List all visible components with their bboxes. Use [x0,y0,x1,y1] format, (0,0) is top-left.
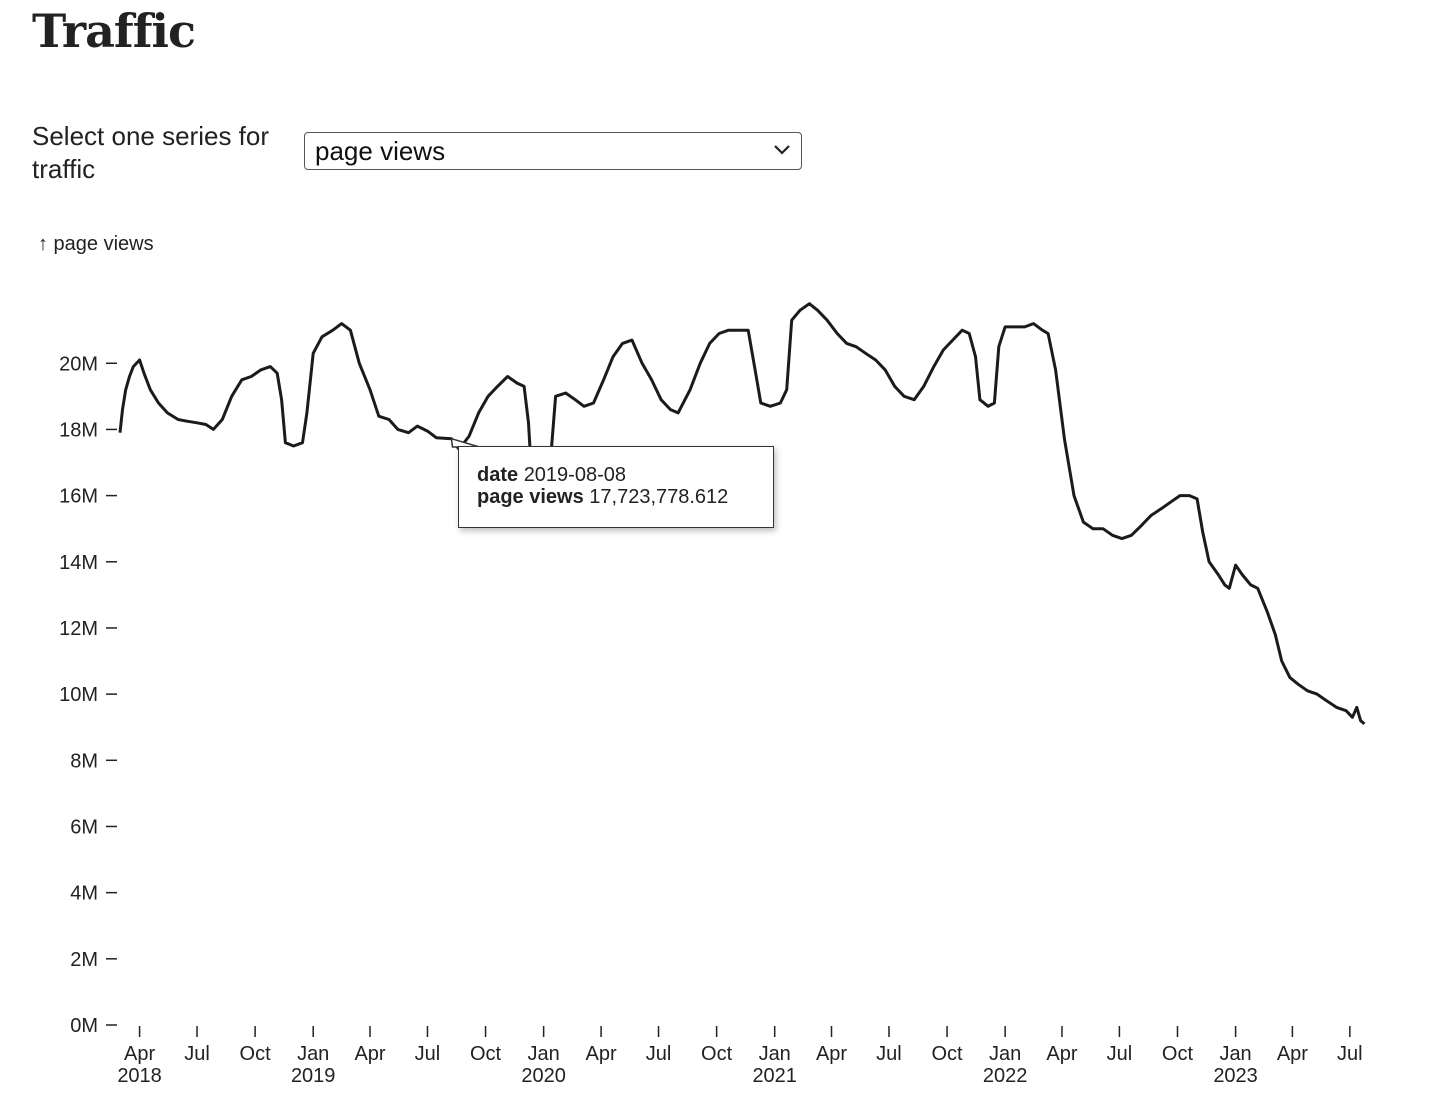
x-tick-label: Jul [184,1043,210,1065]
series-select-label: Select one series for traffic [32,121,270,184]
x-tick-label: Oct [240,1043,272,1065]
x-tick-label: Jan [759,1043,791,1065]
y-tick-label: 12M [59,618,98,640]
x-tick-label: Apr [1277,1043,1308,1065]
y-tick-label: 0M [70,1015,98,1037]
series-select-value: page views [315,136,446,166]
y-axis-title: ↑ page views [38,233,154,255]
y-tick-label: 8M [70,750,98,772]
x-tick-label: Jan [1219,1043,1251,1065]
page-title: Traffic [32,4,196,58]
y-tick-label: 4M [70,883,98,905]
x-tick-label: Oct [701,1043,733,1065]
x-tick-label: Apr [586,1043,617,1065]
x-tick-label: Jul [876,1043,902,1065]
tooltip-views-value: 17,723,778.612 [589,486,729,508]
x-tick-year-label: 2020 [521,1065,566,1087]
series-line-page-views [118,302,1366,726]
x-tick-label: Apr [354,1043,385,1065]
y-tick-label: 6M [70,816,98,838]
chevron-down-icon [774,145,790,155]
x-tick-year-label: 2018 [117,1065,162,1087]
y-axis: 0M 2M 4M 6M 8M 10M 12M 14M 16M 18M 20M [59,353,117,1037]
x-tick-label: Oct [1162,1043,1194,1065]
y-tick-label: 16M [59,486,98,508]
x-tick-label: Jan [528,1043,560,1065]
x-tick-year-label: 2019 [291,1065,336,1087]
x-tick-label: Jul [1337,1043,1363,1065]
x-tick-label: Jul [415,1043,441,1065]
y-tick-label: 20M [59,353,98,375]
tooltip: date 2019-08-08 page views 17,723,778.61… [458,446,774,528]
tooltip-views-label: page views [477,486,584,508]
x-tick-year-label: 2021 [752,1065,797,1087]
x-tick-label: Apr [1046,1043,1077,1065]
y-tick-label: 2M [70,949,98,971]
x-tick-label: Oct [470,1043,502,1065]
x-tick-label: Apr [816,1043,847,1065]
x-tick-label: Jan [297,1043,329,1065]
x-tick-label: Apr [124,1043,155,1065]
x-tick-label: Jan [989,1043,1021,1065]
tooltip-date-label: date [477,464,519,486]
x-tick-label: Jul [1107,1043,1133,1065]
y-tick-label: 14M [59,552,98,574]
x-tick-year-label: 2023 [1213,1065,1258,1087]
tooltip-date-value: 2019-08-08 [523,464,626,486]
x-tick-label: Oct [931,1043,963,1065]
x-tick-year-label: 2022 [983,1065,1028,1087]
x-tick-label: Jul [646,1043,672,1065]
y-tick-label: 18M [59,419,98,441]
series-select[interactable]: page views [304,132,802,170]
y-tick-label: 10M [59,684,98,706]
